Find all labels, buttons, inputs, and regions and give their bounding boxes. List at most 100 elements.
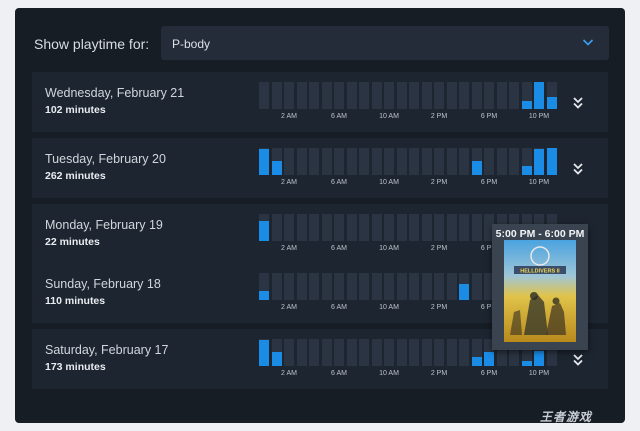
hour-slot[interactable] — [284, 339, 294, 366]
hour-slot[interactable] — [409, 148, 419, 175]
hour-slot[interactable] — [521, 339, 532, 366]
hour-slot[interactable] — [284, 148, 294, 175]
hour-bar[interactable] — [546, 97, 557, 109]
hour-slot[interactable] — [521, 148, 532, 175]
hour-slot[interactable] — [409, 339, 419, 366]
hour-slot[interactable] — [396, 214, 407, 241]
hour-slot[interactable] — [409, 82, 419, 109]
hour-slot[interactable] — [284, 82, 294, 109]
hour-slot[interactable] — [396, 82, 407, 109]
hour-slot[interactable] — [359, 214, 369, 241]
hour-slot[interactable] — [334, 148, 344, 175]
hour-slot[interactable] — [271, 214, 282, 241]
hour-slot[interactable] — [434, 82, 444, 109]
hour-slot[interactable] — [396, 339, 407, 366]
hour-slot[interactable] — [309, 214, 319, 241]
hour-slot[interactable] — [471, 273, 482, 300]
hour-slot[interactable] — [421, 148, 432, 175]
hour-bar[interactable] — [484, 352, 494, 366]
hour-slot[interactable] — [259, 82, 269, 109]
hour-slot[interactable] — [484, 273, 494, 300]
hour-slot[interactable] — [396, 148, 407, 175]
hour-slot[interactable] — [459, 339, 469, 366]
hour-slot[interactable] — [509, 339, 519, 366]
hour-slot[interactable] — [359, 82, 369, 109]
hour-bar[interactable] — [459, 284, 469, 300]
hour-slot[interactable] — [321, 148, 332, 175]
expand-chevrons-icon[interactable] — [572, 162, 584, 176]
hour-slot[interactable] — [371, 214, 382, 241]
hour-bar[interactable] — [534, 149, 544, 175]
hour-slot[interactable] — [421, 339, 432, 366]
hour-slot[interactable] — [446, 214, 457, 241]
hour-slot[interactable] — [296, 82, 307, 109]
hour-slot[interactable] — [371, 273, 382, 300]
hour-slot[interactable] — [334, 214, 344, 241]
hour-slot[interactable] — [296, 273, 307, 300]
hour-slot[interactable] — [409, 214, 419, 241]
hour-slot[interactable] — [371, 82, 382, 109]
hour-slot[interactable] — [346, 82, 357, 109]
hour-slot[interactable] — [284, 273, 294, 300]
hour-slot[interactable] — [371, 148, 382, 175]
hour-slot[interactable] — [309, 148, 319, 175]
hour-slot[interactable] — [421, 214, 432, 241]
hour-slot[interactable] — [496, 339, 507, 366]
hour-slot[interactable] — [521, 82, 532, 109]
hour-slot[interactable] — [471, 214, 482, 241]
hour-slot[interactable] — [446, 273, 457, 300]
hour-slot[interactable] — [546, 82, 557, 109]
hour-slot[interactable] — [284, 214, 294, 241]
hour-slot[interactable] — [296, 214, 307, 241]
hour-slot[interactable] — [471, 82, 482, 109]
hour-slot[interactable] — [496, 148, 507, 175]
hour-slot[interactable] — [434, 273, 444, 300]
hour-slot[interactable] — [446, 82, 457, 109]
hour-slot[interactable] — [471, 339, 482, 366]
hour-bar[interactable] — [271, 161, 282, 175]
hour-slot[interactable] — [421, 273, 432, 300]
hour-slot[interactable] — [509, 148, 519, 175]
hour-slot[interactable] — [384, 339, 394, 366]
hour-bar[interactable] — [259, 291, 269, 300]
hour-slot[interactable] — [496, 82, 507, 109]
hour-slot[interactable] — [334, 339, 344, 366]
hour-slot[interactable] — [384, 82, 394, 109]
hour-slot[interactable] — [371, 339, 382, 366]
hour-slot[interactable] — [484, 82, 494, 109]
hour-slot[interactable] — [546, 339, 557, 366]
hour-slot[interactable] — [384, 273, 394, 300]
hour-slot[interactable] — [359, 339, 369, 366]
hour-slot[interactable] — [309, 339, 319, 366]
hour-slot[interactable] — [421, 82, 432, 109]
hour-bar[interactable] — [259, 221, 269, 241]
hour-slot[interactable] — [359, 148, 369, 175]
hour-slot[interactable] — [346, 339, 357, 366]
hour-slot[interactable] — [346, 273, 357, 300]
hour-slot[interactable] — [296, 339, 307, 366]
hour-slot[interactable] — [321, 339, 332, 366]
hour-bar[interactable] — [259, 340, 269, 366]
hour-slot[interactable] — [434, 214, 444, 241]
expand-chevrons-icon[interactable] — [572, 353, 584, 367]
hour-slot[interactable] — [409, 273, 419, 300]
hour-bar[interactable] — [521, 361, 532, 366]
hour-slot[interactable] — [309, 273, 319, 300]
hour-slot[interactable] — [296, 148, 307, 175]
hour-bar[interactable] — [271, 352, 282, 366]
hour-slot[interactable] — [446, 339, 457, 366]
hour-slot[interactable] — [321, 214, 332, 241]
hour-slot[interactable] — [384, 148, 394, 175]
hour-slot[interactable] — [484, 148, 494, 175]
hour-slot[interactable] — [484, 214, 494, 241]
hour-slot[interactable] — [309, 82, 319, 109]
hour-bar[interactable] — [521, 166, 532, 175]
hour-bar[interactable] — [259, 149, 269, 175]
hour-slot[interactable] — [259, 273, 269, 300]
hour-slot[interactable] — [459, 148, 469, 175]
hour-slot[interactable] — [271, 273, 282, 300]
hour-bar[interactable] — [534, 82, 544, 109]
hour-slot[interactable] — [321, 273, 332, 300]
hour-slot[interactable] — [346, 214, 357, 241]
hour-slot[interactable] — [321, 82, 332, 109]
